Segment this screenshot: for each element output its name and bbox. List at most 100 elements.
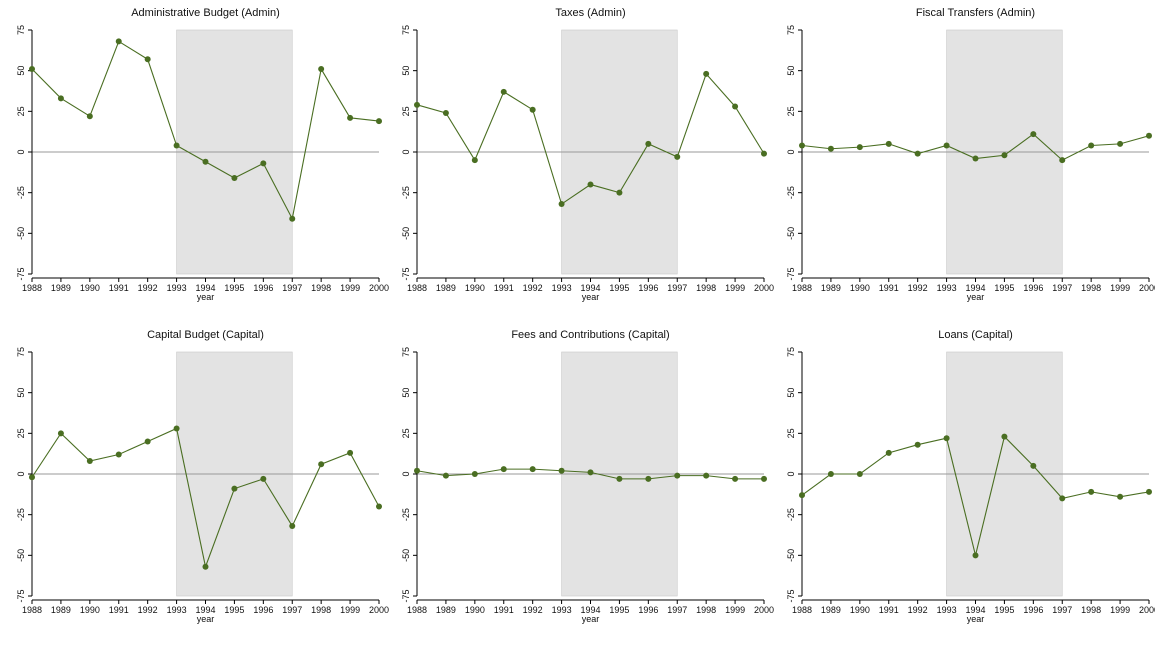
data-point xyxy=(587,181,594,188)
data-point xyxy=(86,113,93,120)
y-tick-label: 75 xyxy=(16,347,26,357)
data-point xyxy=(1059,157,1066,164)
x-tick-label: 1996 xyxy=(638,605,658,615)
y-tick-label: -25 xyxy=(786,186,796,199)
chart-panel: -75 -50 -25 0 25 50 75 1988 1989 1990 1991 1992 1993… xyxy=(401,329,774,624)
x-tick-label: 2000 xyxy=(754,283,774,293)
x-tick-label: 1997 xyxy=(1052,283,1072,293)
x-tick-label: 1998 xyxy=(311,283,331,293)
y-tick-label: 75 xyxy=(16,25,26,35)
chart-panel: -75 -50 -25 0 25 50 75 1988 1989 1990 1991 1992 1993… xyxy=(16,7,389,302)
x-axis-label: year xyxy=(582,614,600,624)
x-tick-label: 1991 xyxy=(494,605,514,615)
data-point xyxy=(144,56,151,63)
y-tick-label: 0 xyxy=(16,149,26,154)
data-point xyxy=(1059,495,1066,502)
x-tick-label: 1993 xyxy=(552,283,572,293)
data-point xyxy=(442,109,449,116)
y-tick-label: 75 xyxy=(786,347,796,357)
y-tick-label: -50 xyxy=(16,227,26,240)
x-tick-label: 1998 xyxy=(1081,605,1101,615)
x-tick-label: 1992 xyxy=(523,605,543,615)
panel-title: Loans (Capital) xyxy=(938,329,1013,341)
x-tick-label: 2000 xyxy=(754,605,774,615)
x-tick-label: 2000 xyxy=(1139,605,1155,615)
x-tick-label: 1995 xyxy=(609,283,629,293)
y-tick-label: -50 xyxy=(401,549,411,562)
data-point xyxy=(674,472,681,479)
data-point xyxy=(529,106,536,113)
x-tick-label: 1989 xyxy=(51,283,71,293)
y-tick-label: 25 xyxy=(401,428,411,438)
data-point xyxy=(616,475,623,482)
data-point xyxy=(231,485,238,492)
y-tick-label: -75 xyxy=(16,267,26,280)
x-tick-label: 1994 xyxy=(195,283,215,293)
data-point xyxy=(558,467,565,474)
x-tick-label: 1999 xyxy=(340,283,360,293)
y-tick-label: 50 xyxy=(786,66,796,76)
y-tick-label: 25 xyxy=(786,428,796,438)
data-point xyxy=(1146,488,1152,495)
y-tick-label: 25 xyxy=(401,106,411,116)
x-tick-label: 1996 xyxy=(638,283,658,293)
x-tick-label: 1990 xyxy=(850,605,870,615)
panel-title: Capital Budget (Capital) xyxy=(147,329,264,341)
data-point xyxy=(57,430,64,437)
data-point xyxy=(1030,131,1037,138)
x-tick-label: 1990 xyxy=(465,605,485,615)
y-tick-label: 0 xyxy=(16,471,26,476)
x-axis-label: year xyxy=(582,292,600,302)
x-tick-label: 1991 xyxy=(109,605,129,615)
data-point xyxy=(587,469,594,476)
x-tick-label: 1991 xyxy=(494,283,514,293)
chart-panel: -75 -50 -25 0 25 50 75 1988 1989 1990 1991 1992 1993… xyxy=(786,7,1155,302)
y-tick-label: -25 xyxy=(401,186,411,199)
x-tick-label: 1988 xyxy=(22,605,42,615)
y-tick-label: -50 xyxy=(401,227,411,240)
data-point xyxy=(500,466,507,473)
x-tick-label: 1990 xyxy=(850,283,870,293)
x-tick-label: 1998 xyxy=(696,605,716,615)
data-point xyxy=(914,150,921,157)
x-axis-label: year xyxy=(197,614,215,624)
data-point xyxy=(827,145,834,152)
x-tick-label: 1994 xyxy=(580,605,600,615)
data-point xyxy=(115,451,122,458)
data-point xyxy=(471,471,478,477)
x-tick-label: 1997 xyxy=(282,605,302,615)
x-tick-label: 1994 xyxy=(965,605,985,615)
data-point xyxy=(827,471,834,477)
x-tick-label: 1992 xyxy=(523,283,543,293)
x-tick-label: 1997 xyxy=(1052,605,1072,615)
data-point xyxy=(115,38,122,45)
data-point xyxy=(558,201,565,208)
y-tick-label: 50 xyxy=(16,66,26,76)
data-point xyxy=(173,142,180,149)
data-point xyxy=(144,438,151,445)
y-tick-label: -25 xyxy=(16,186,26,199)
y-tick-label: -50 xyxy=(16,549,26,562)
data-point xyxy=(885,140,892,147)
panel-title: Administrative Budget (Admin) xyxy=(131,7,280,19)
x-tick-label: 1992 xyxy=(138,283,158,293)
data-point xyxy=(674,153,681,160)
x-tick-label: 1989 xyxy=(436,283,456,293)
x-tick-label: 1989 xyxy=(821,605,841,615)
y-tick-label: 0 xyxy=(401,471,411,476)
x-tick-label: 1994 xyxy=(965,283,985,293)
data-point xyxy=(856,144,863,151)
data-point xyxy=(761,475,767,482)
data-point xyxy=(1117,140,1124,147)
data-point xyxy=(347,449,354,456)
y-tick-label: -50 xyxy=(786,227,796,240)
y-tick-label: 50 xyxy=(401,388,411,398)
y-tick-label: 50 xyxy=(786,388,796,398)
y-tick-label: 0 xyxy=(786,471,796,476)
x-tick-label: 1995 xyxy=(224,283,244,293)
panel-title: Fiscal Transfers (Admin) xyxy=(916,7,1035,19)
data-point xyxy=(29,66,35,73)
x-tick-label: 1991 xyxy=(109,283,129,293)
x-tick-label: 1995 xyxy=(994,605,1014,615)
